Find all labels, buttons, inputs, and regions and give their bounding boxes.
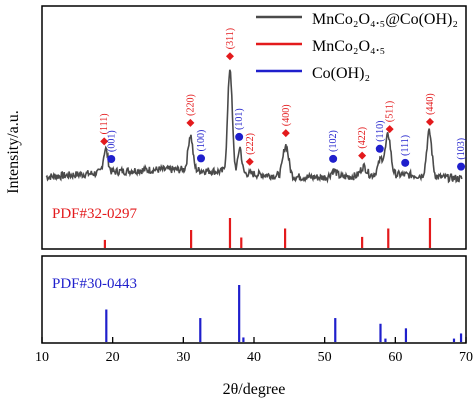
peak-marker-coh — [457, 162, 466, 171]
x-tick-label: 60 — [388, 350, 402, 365]
peak-hkl-label: (111) — [400, 135, 411, 156]
peak-labels-group: (111)(001)(220)(100)(311)(101)(222)(400)… — [99, 28, 467, 171]
pdf-mnco-lines — [103, 218, 432, 248]
x-tick-label: 50 — [318, 350, 332, 365]
legend-label-sample: MnCo₂O₄.₅@Co(OH)₂ — [312, 11, 458, 28]
peak-hkl-label: (311) — [225, 28, 236, 49]
peak-hkl-label: (220) — [185, 94, 196, 116]
peak-marker-mnco — [225, 52, 234, 61]
sample-pattern-group — [45, 69, 463, 184]
peak-hkl-label: (400) — [281, 104, 292, 126]
pdf-coh-label: PDF#30-0443 — [52, 276, 137, 292]
peak-hkl-label: (110) — [375, 120, 386, 141]
peak-hkl-label: (102) — [328, 130, 339, 152]
x-tick-label: 70 — [459, 350, 473, 365]
legend: MnCo₂O₄.₅@Co(OH)₂ MnCo₂O₄.₅ Co(OH)₂ — [256, 11, 458, 82]
pdf-mnco-label: PDF#32-0297 — [52, 206, 138, 222]
peak-hkl-label: (100) — [196, 130, 207, 152]
peak-marker-coh — [197, 154, 205, 163]
y-axis-label: Intensity/a.u. — [5, 110, 22, 194]
peak-marker-coh — [401, 158, 410, 167]
peak-hkl-label: (222) — [245, 133, 256, 155]
peak-hkl-label: (511) — [385, 101, 396, 122]
peak-hkl-label: (101) — [234, 108, 245, 130]
peak-marker-coh — [375, 144, 384, 153]
peak-hkl-label: (422) — [357, 127, 368, 149]
legend-label-mnco: MnCo₂O₄.₅ — [312, 38, 385, 55]
x-tick-label: 20 — [106, 350, 120, 365]
peak-marker-coh — [235, 132, 244, 141]
peak-hkl-label: (103) — [456, 138, 467, 160]
pdf-coh-lines — [105, 285, 463, 342]
peak-marker-mnco — [358, 151, 367, 160]
x-tick-label: 10 — [35, 350, 49, 365]
legend-label-coh: Co(OH)₂ — [312, 65, 370, 82]
peak-marker-mnco — [385, 125, 394, 134]
sample-xrd-curve — [45, 69, 463, 184]
x-axis-ticks: 10 20 30 40 50 60 70 — [35, 337, 473, 365]
peak-marker-mnco — [245, 157, 254, 166]
peak-marker-mnco — [186, 118, 195, 127]
peak-marker-mnco — [281, 129, 290, 138]
x-tick-label: 40 — [247, 350, 261, 365]
peak-hkl-label: (001) — [106, 130, 117, 152]
x-axis-label: 2θ/degree — [223, 381, 286, 398]
peak-marker-mnco — [425, 117, 434, 126]
upper-panel-frame — [41, 5, 467, 250]
x-tick-label: 30 — [176, 350, 190, 365]
peak-hkl-label: (111) — [99, 113, 110, 134]
peak-marker-coh — [107, 155, 116, 164]
peak-marker-coh — [329, 154, 338, 163]
peak-hkl-label: (440) — [425, 93, 436, 115]
peak-marker-mnco — [100, 137, 109, 146]
